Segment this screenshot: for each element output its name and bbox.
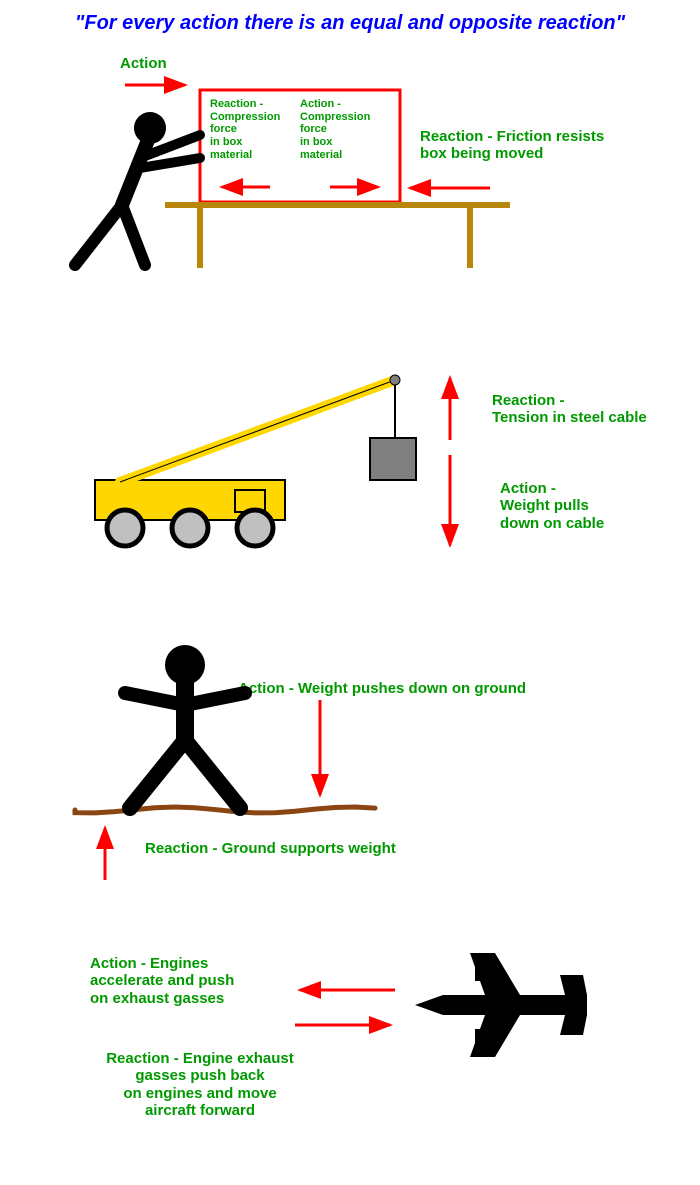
scene4-engine-1: [475, 965, 485, 981]
scene2-crane-wheel-2: [237, 510, 273, 546]
scene4-engine-2: [475, 1029, 485, 1045]
scene1-figure-leg1: [122, 205, 145, 265]
diagram-stage: "For every action there is an equal and …: [0, 0, 700, 1185]
scene2-crane-wheel-1: [172, 510, 208, 546]
scene1-figure-leg2: [75, 205, 122, 265]
scene4-plane-icon: [415, 953, 587, 1057]
diagram-svg: [0, 0, 700, 1185]
scene3-figure-leg-r: [185, 740, 240, 808]
scene2-crane-pulley: [390, 375, 400, 385]
scene3-ground: [75, 807, 375, 813]
scene1-figure-body: [122, 140, 148, 205]
scene3-figure-leg-l: [130, 740, 185, 808]
scene2-crane-boom-outline1: [120, 380, 395, 482]
scene2-crane-wheel-0: [107, 510, 143, 546]
scene2-weight: [370, 438, 416, 480]
scene1-box: [200, 90, 400, 202]
